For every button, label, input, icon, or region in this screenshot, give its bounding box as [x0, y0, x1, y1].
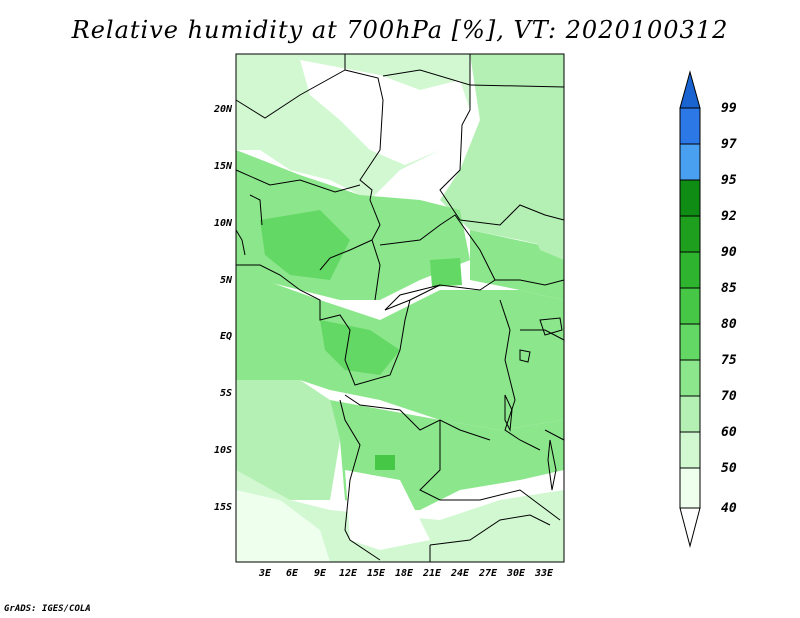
- field-spot-2: [430, 258, 462, 287]
- colorbar-seg-70-75: [679, 359, 701, 397]
- lon-label-33e: 33E: [534, 568, 554, 579]
- colorbar-seg-40-50: [679, 467, 701, 509]
- field-south-west: [236, 380, 340, 500]
- lon-label-6e: 6E: [285, 568, 299, 579]
- colorbar-seg-92-95: [679, 179, 701, 217]
- colorbar-label-97: 97: [721, 137, 737, 152]
- lat-label-20n: 20N: [213, 104, 232, 115]
- lat-label-10n: 10N: [213, 218, 232, 229]
- colorbar-seg-50-60: [679, 431, 701, 469]
- lon-label-15e: 15E: [366, 568, 386, 579]
- field-kalahari-white: [345, 470, 430, 550]
- colorbar-seg-75-80: [679, 323, 701, 361]
- map-panel: [235, 53, 565, 563]
- lat-label-eq: EQ: [219, 331, 232, 342]
- lat-label-15n: 15N: [213, 161, 232, 172]
- lon-label-9e: 9E: [313, 568, 327, 579]
- map-frame: [235, 53, 565, 563]
- lat-label-5s: 5S: [219, 388, 232, 399]
- lat-label-10s: 10S: [213, 445, 232, 456]
- colorbar-seg-95-97: [679, 143, 701, 181]
- field-south-sw-white: [236, 490, 330, 562]
- colorbar-top-arrow: [679, 70, 701, 109]
- field-nigeria-core: [260, 210, 350, 280]
- colorbar-label-50: 50: [721, 461, 737, 476]
- colorbar-seg-90-92: [679, 215, 701, 253]
- colorbar-label-85: 85: [721, 281, 737, 296]
- lon-label-24e: 24E: [450, 568, 470, 579]
- colorbar-bottom-arrow: [679, 507, 701, 548]
- colorbar-label-75: 75: [721, 353, 737, 368]
- colorbar-label-70: 70: [721, 389, 737, 404]
- colorbar-seg-97-99: [679, 107, 701, 145]
- field-congo-core: [320, 320, 400, 375]
- field-sahara-white: [300, 60, 470, 165]
- colorbar-seg-85-90: [679, 251, 701, 289]
- colorbar: [679, 70, 701, 548]
- colorbar-label-95: 95: [721, 173, 737, 188]
- country-borders: [235, 54, 565, 562]
- lakes: [504, 317, 563, 491]
- grads-credit: GrADS: IGES/COLA: [4, 604, 91, 614]
- colorbar-label-40: 40: [721, 501, 737, 516]
- colorbar-seg-80-85: [679, 287, 701, 325]
- colorbar-label-99: 99: [721, 101, 737, 116]
- colorbar-label-80: 80: [721, 317, 737, 332]
- lon-label-18e: 18E: [394, 568, 414, 579]
- lon-label-21e: 21E: [422, 568, 442, 579]
- lat-label-15s: 15S: [213, 502, 232, 513]
- colorbar-label-90: 90: [721, 245, 737, 260]
- colorbar-seg-60-70: [679, 395, 701, 433]
- colorbar-label-92: 92: [721, 209, 737, 224]
- humidity-field: [236, 54, 564, 562]
- map-title: Relative humidity at 700hPa [%], VT: 202…: [71, 16, 729, 44]
- lon-label-30e: 30E: [506, 568, 526, 579]
- field-ethiopia-light: [520, 190, 564, 260]
- lon-label-12e: 12E: [338, 568, 358, 579]
- field-spot-1: [375, 455, 395, 470]
- lat-label-5n: 5N: [219, 275, 232, 286]
- lon-label-27e: 27E: [478, 568, 498, 579]
- colorbar-label-60: 60: [721, 425, 737, 440]
- lon-label-3e: 3E: [258, 568, 272, 579]
